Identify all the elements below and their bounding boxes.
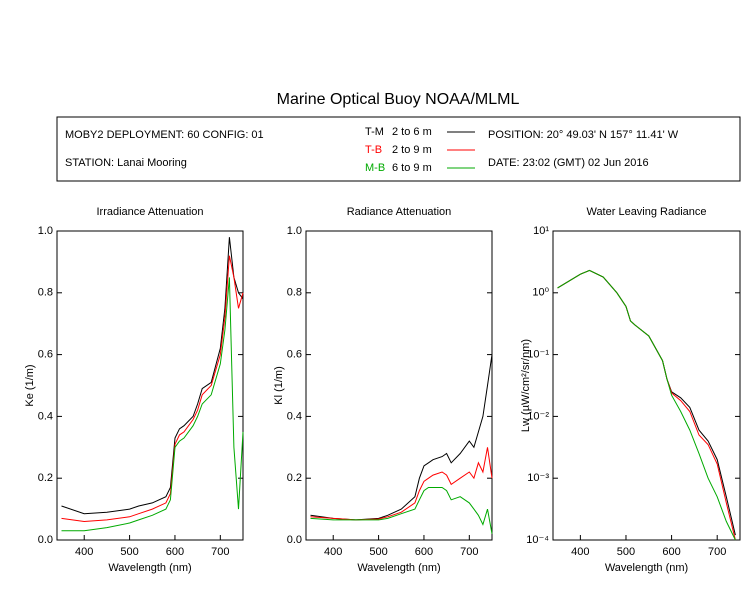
y-tick-label: 0.4 (287, 410, 302, 422)
y-tick-label: 0.4 (38, 410, 53, 422)
panel-title: Radiance Attenuation (347, 206, 452, 218)
y-tick-label: 0.2 (287, 472, 302, 484)
info-box (56, 116, 741, 182)
y-tick-label: 0.2 (38, 472, 53, 484)
series-line (61, 277, 244, 532)
position: POSITION: 20° 49.03' N 157° 11.41' W (488, 129, 679, 141)
x-tick-label: 500 (617, 546, 635, 558)
y-tick-label: 10⁻² (527, 410, 549, 422)
page-title: Marine Optical Buoy NOAA/MLML (277, 91, 520, 108)
plot-frame (56, 230, 244, 541)
y-axis-label: Ke (1/m) (24, 364, 36, 406)
deployment: MOBY2 DEPLOYMENT: 60 CONFIG: 01 (65, 129, 264, 141)
x-tick-label: 400 (75, 546, 93, 558)
x-tick-label: 600 (166, 546, 184, 558)
plot-frame (552, 230, 741, 541)
legend-depth: 6 to 9 m (392, 162, 432, 174)
y-axis-label: Lw (µW/cm²/sr/nm) (520, 339, 532, 432)
y-tick-label: 1.0 (38, 225, 53, 237)
series-line (310, 487, 493, 534)
y-tick-label: 1.0 (287, 225, 302, 237)
legend-depth: 2 to 6 m (392, 126, 432, 138)
series-line (557, 269, 736, 541)
x-axis-label: Wavelength (nm) (357, 562, 440, 574)
x-tick-label: 400 (571, 546, 589, 558)
x-tick-label: 700 (211, 546, 229, 558)
legend-name: M-B (365, 162, 385, 174)
series-line (557, 269, 736, 536)
plot-frame (305, 230, 493, 541)
y-tick-label: 10⁻¹ (527, 349, 549, 361)
panel-title: Irradiance Attenuation (96, 206, 203, 218)
legend-name: T-B (365, 144, 382, 156)
y-tick-label: 0.0 (287, 534, 302, 546)
x-tick-label: 600 (662, 546, 680, 558)
series-line (310, 447, 493, 521)
x-tick-label: 700 (708, 546, 726, 558)
y-tick-label: 0.6 (38, 349, 53, 361)
x-tick-label: 500 (369, 546, 387, 558)
y-tick-label: 0.0 (38, 534, 53, 546)
series-line (61, 237, 244, 515)
series-line (310, 354, 493, 521)
y-tick-label: 0.6 (287, 349, 302, 361)
station: STATION: Lanai Mooring (65, 157, 187, 169)
x-axis-label: Wavelength (nm) (605, 562, 688, 574)
x-axis-label: Wavelength (nm) (108, 562, 191, 574)
date: DATE: 23:02 (GMT) 02 Jun 2016 (488, 157, 649, 169)
x-tick-label: 600 (415, 546, 433, 558)
y-axis-label: Kl (1/m) (273, 366, 285, 405)
y-tick-label: 0.8 (38, 287, 53, 299)
y-tick-label: 10⁻⁴ (526, 534, 549, 546)
y-tick-label: 10¹ (533, 225, 549, 237)
y-tick-label: 10⁰ (532, 287, 549, 299)
x-tick-label: 500 (120, 546, 138, 558)
legend-name: T-M (365, 126, 384, 138)
y-tick-label: 10⁻³ (527, 472, 549, 484)
panel-title: Water Leaving Radiance (586, 206, 706, 218)
x-tick-label: 400 (324, 546, 342, 558)
x-tick-label: 700 (460, 546, 478, 558)
y-tick-label: 0.8 (287, 287, 302, 299)
series-line (557, 269, 736, 541)
legend-depth: 2 to 9 m (392, 144, 432, 156)
series-line (61, 255, 244, 523)
